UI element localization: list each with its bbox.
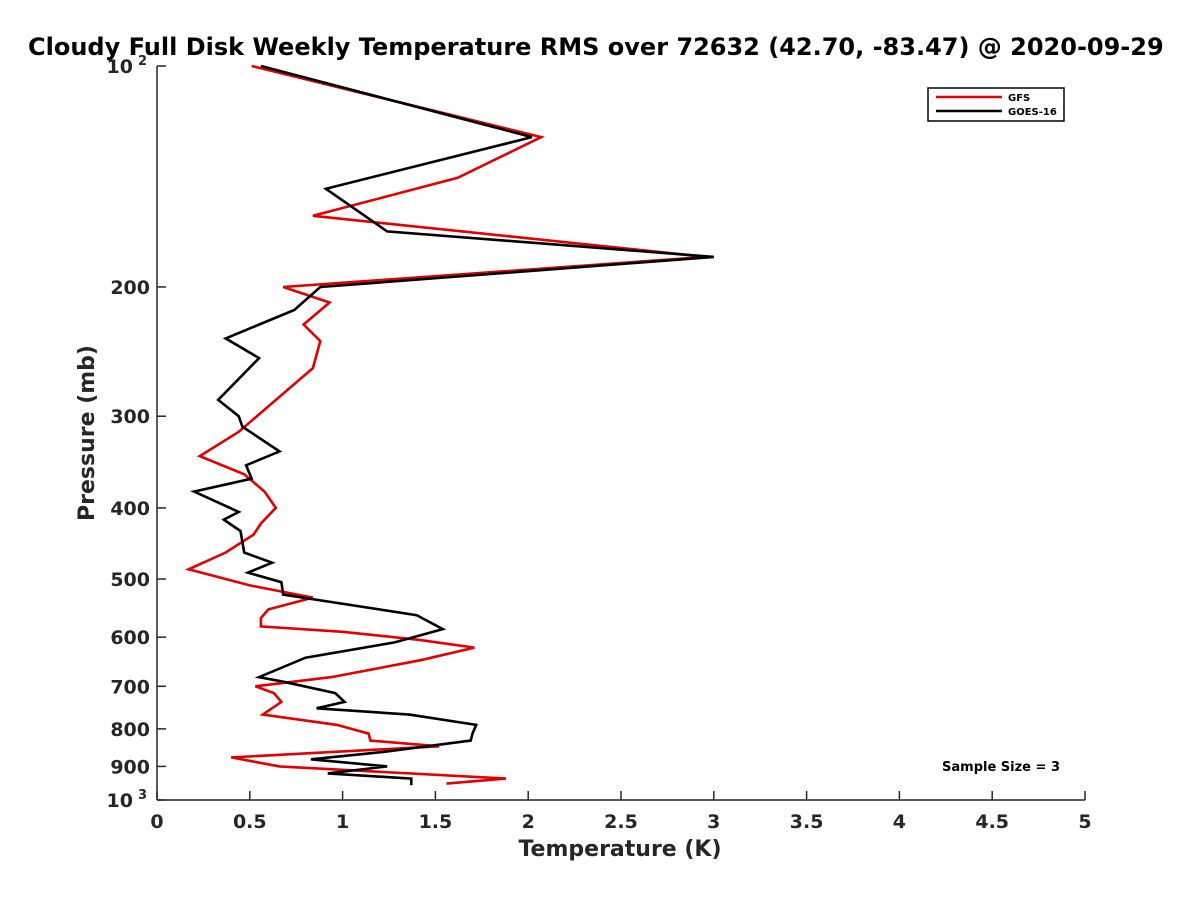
y-tick-label: 900	[110, 756, 150, 778]
y-axis: 10 2 200 300 400 500 600 700 800 900 10 3	[107, 54, 166, 812]
x-tick-label: 0	[150, 811, 163, 833]
y-tick-exponent: 3	[138, 788, 147, 803]
y-tick-exponent: 2	[138, 54, 147, 69]
x-tick-label: 2.5	[604, 811, 638, 833]
x-tick-label: 0.5	[233, 811, 267, 833]
y-tick-label: 300	[110, 406, 150, 428]
plot-area	[156, 66, 1085, 801]
legend-box	[927, 87, 1065, 122]
x-tick-label: 3.5	[790, 811, 824, 833]
y-tick-label: 10	[107, 790, 133, 812]
y-tick-label: 10	[107, 56, 133, 78]
x-axis: 0 0.5 1 1.5 2 2.5 3 3.5 4 4.5 5	[150, 791, 1092, 833]
x-tick-label: 4	[893, 811, 906, 833]
legend: GFS GOES-16	[927, 87, 1065, 122]
x-tick-label: 1.5	[419, 811, 453, 833]
x-axis-label: Temperature (K)	[518, 837, 721, 862]
x-tick-label: 1	[336, 811, 349, 833]
x-tick-label: 4.5	[975, 811, 1009, 833]
chart-title: Cloudy Full Disk Weekly Temperature RMS …	[28, 33, 1164, 61]
y-tick-label: 500	[110, 569, 150, 591]
legend-label-gfs: GFS	[1008, 93, 1030, 104]
series-layer	[184, 64, 714, 786]
y-tick-label: 200	[110, 277, 150, 299]
x-tick-label: 2	[522, 811, 535, 833]
x-tick-label: 3	[707, 811, 720, 833]
x-tick-label: 5	[1078, 811, 1091, 833]
y-tick-label: 600	[110, 627, 150, 649]
sample-size-annotation: Sample Size = 3	[942, 760, 1060, 775]
y-axis-label: Pressure (mb)	[75, 345, 100, 521]
y-tick-label: 400	[110, 498, 150, 520]
y-tick-label: 700	[110, 676, 150, 698]
y-tick-label: 800	[110, 719, 150, 741]
legend-label-goes-16: GOES-16	[1008, 107, 1057, 118]
series-line-gfs	[184, 64, 707, 785]
series-line-goes-16	[190, 64, 714, 786]
